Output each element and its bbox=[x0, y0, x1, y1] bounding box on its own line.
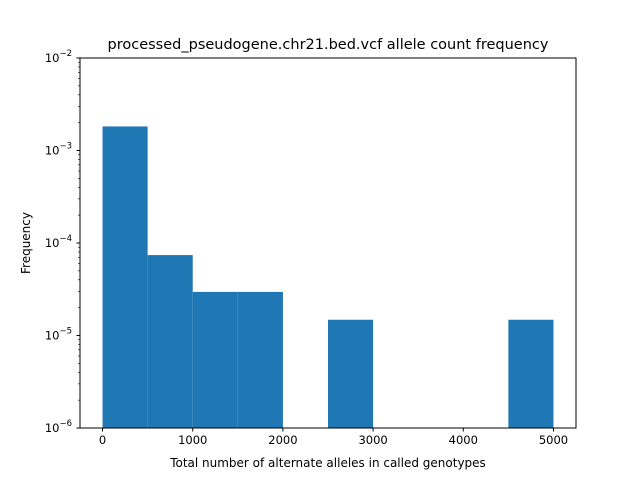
chart-title: processed_pseudogene.chr21.bed.vcf allel… bbox=[108, 37, 549, 53]
y-tick-label-2: 10−4 bbox=[45, 234, 72, 250]
x-tick-label-3: 3000 bbox=[358, 433, 387, 447]
y-tick-label-3: 10−3 bbox=[45, 142, 72, 158]
y-axis-label: Frequency bbox=[19, 212, 33, 274]
x-tick-label-5: 5000 bbox=[539, 433, 568, 447]
y-tick-label-0: 10−6 bbox=[45, 419, 72, 435]
x-tick-label-4: 4000 bbox=[449, 433, 478, 447]
histogram-bar-2 bbox=[192, 291, 238, 428]
histogram-bar-5 bbox=[328, 319, 374, 428]
histogram-bar-0 bbox=[102, 126, 148, 429]
y-axis: 10−6 10−5 10−4 10−3 10−2 bbox=[45, 49, 80, 435]
histogram-bar-3 bbox=[237, 291, 283, 428]
x-tick-label-2: 2000 bbox=[268, 433, 297, 447]
y-tick-label-1: 10−5 bbox=[45, 327, 72, 343]
bars-group bbox=[102, 126, 554, 429]
histogram-bar-9 bbox=[508, 319, 554, 428]
x-tick-label-1: 1000 bbox=[178, 433, 207, 447]
y-tick-label-4: 10−2 bbox=[45, 49, 72, 65]
x-tick-label-0: 0 bbox=[99, 433, 106, 447]
histogram-bar-1 bbox=[147, 255, 193, 428]
plot-area-frame bbox=[79, 57, 577, 429]
x-axis-label: Total number of alternate alleles in cal… bbox=[169, 456, 486, 470]
x-axis: 0 1000 2000 3000 4000 5000 bbox=[99, 428, 568, 447]
